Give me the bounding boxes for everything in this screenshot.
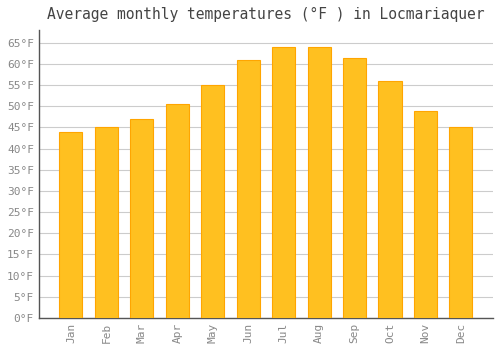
Bar [236, 60, 260, 318]
Bar [450, 127, 472, 318]
Title: Average monthly temperatures (°F ) in Locmariaquer: Average monthly temperatures (°F ) in Lo… [47, 7, 484, 22]
Bar [414, 111, 437, 318]
Bar [272, 47, 295, 318]
Bar [95, 127, 118, 318]
Bar [343, 58, 366, 318]
Bar [60, 132, 82, 318]
Bar [166, 104, 189, 318]
Bar [308, 47, 330, 318]
Bar [378, 81, 402, 318]
Bar [130, 119, 154, 318]
Bar [201, 85, 224, 318]
